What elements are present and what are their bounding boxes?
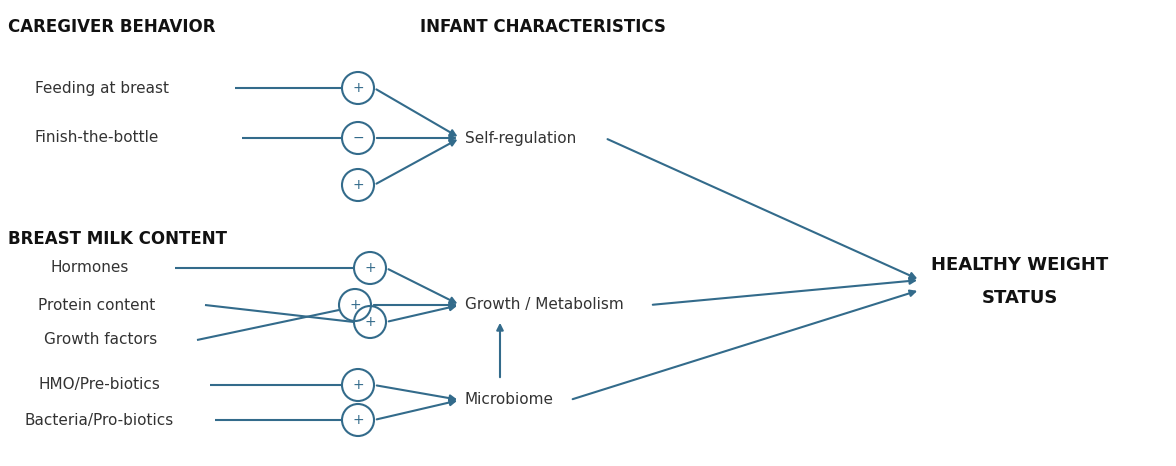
Text: Feeding at breast: Feeding at breast [35, 81, 169, 96]
Text: +: + [352, 178, 363, 192]
Text: −: − [352, 131, 363, 145]
Text: HEALTHY WEIGHT: HEALTHY WEIGHT [931, 256, 1109, 274]
Text: HMO/Pre-biotics: HMO/Pre-biotics [38, 377, 160, 392]
Text: INFANT CHARACTERISTICS: INFANT CHARACTERISTICS [420, 18, 666, 36]
Text: Growth factors: Growth factors [44, 333, 158, 348]
Text: Self-regulation: Self-regulation [465, 130, 576, 145]
Text: Hormones: Hormones [51, 260, 128, 275]
Text: BREAST MILK CONTENT: BREAST MILK CONTENT [8, 230, 227, 248]
Text: +: + [365, 261, 376, 275]
Text: Growth / Metabolism: Growth / Metabolism [465, 297, 623, 313]
Text: Protein content: Protein content [38, 297, 155, 313]
Text: CAREGIVER BEHAVIOR: CAREGIVER BEHAVIOR [8, 18, 215, 36]
Text: +: + [349, 298, 361, 312]
Text: STATUS: STATUS [982, 289, 1058, 307]
Text: +: + [352, 413, 363, 427]
Text: Bacteria/Pro-biotics: Bacteria/Pro-biotics [24, 412, 173, 427]
Text: Finish-the-bottle: Finish-the-bottle [35, 130, 160, 145]
Text: +: + [365, 315, 376, 329]
Text: Microbiome: Microbiome [465, 392, 554, 407]
Text: +: + [352, 378, 363, 392]
Text: +: + [352, 81, 363, 95]
